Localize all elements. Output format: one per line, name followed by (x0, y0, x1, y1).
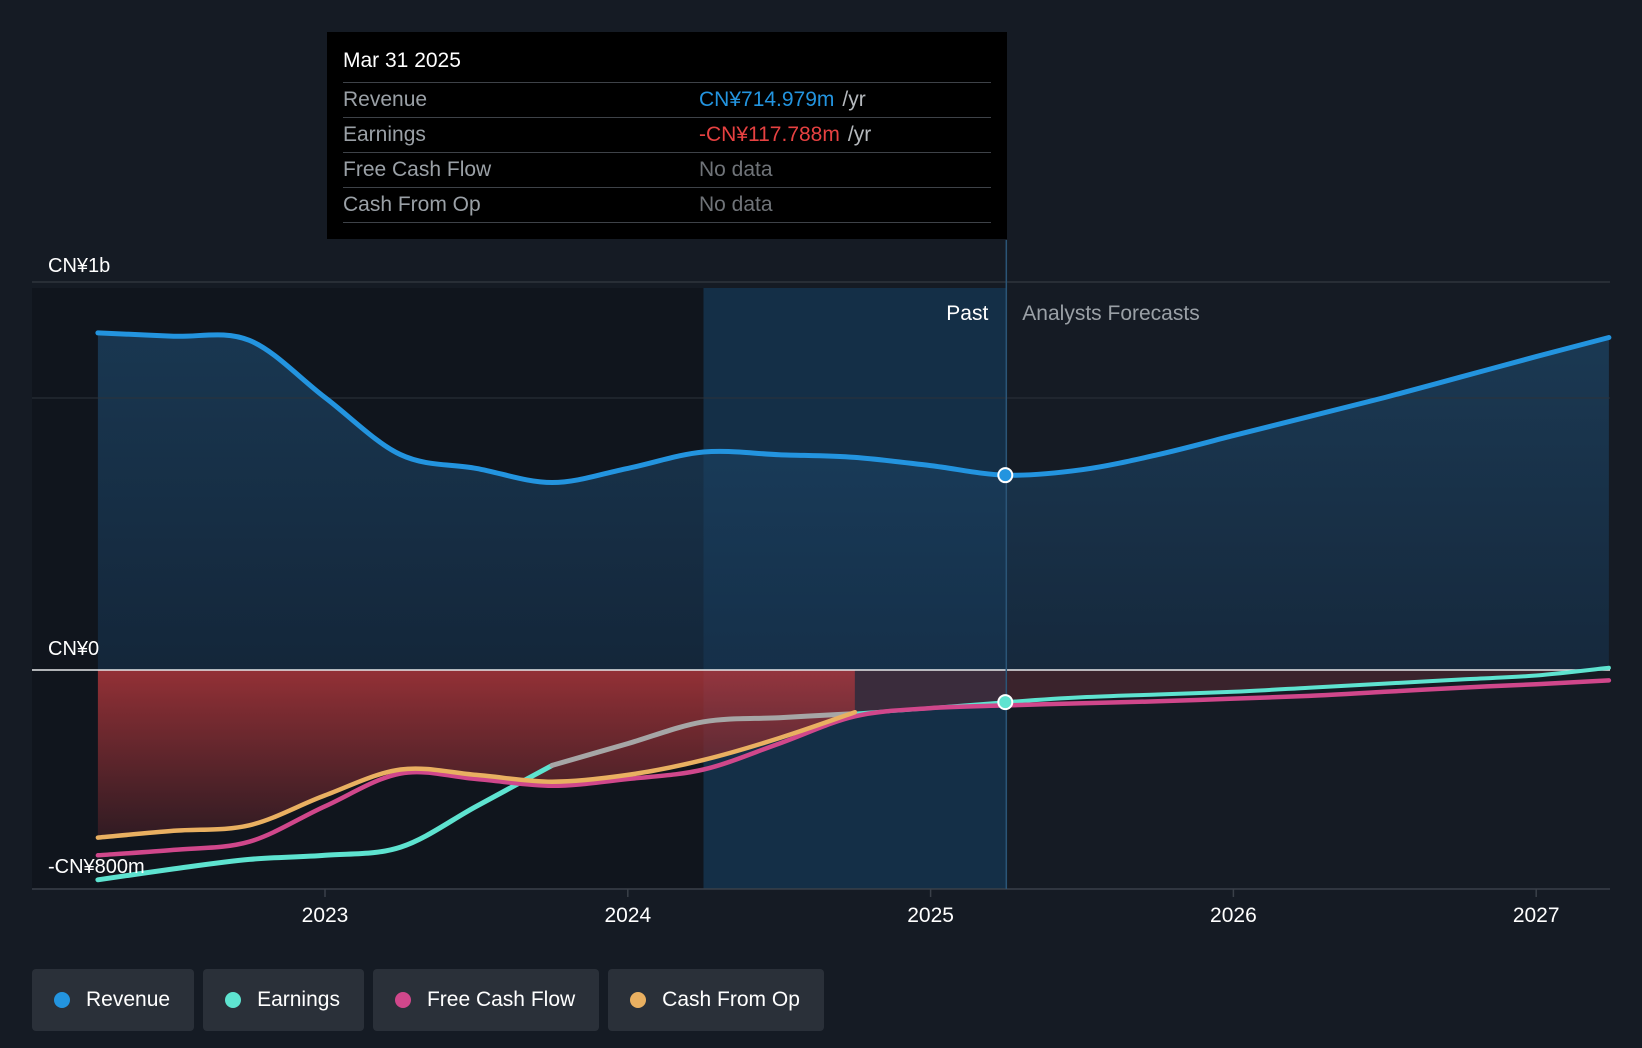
tooltip-unit: /yr (847, 123, 872, 146)
tooltip-row-free-cash-flow: Free Cash Flow No data (343, 152, 991, 187)
legend-item-free-cash-flow[interactable]: Free Cash Flow (372, 969, 600, 1031)
past-label: Past (946, 302, 988, 325)
revenue-marker (997, 467, 1014, 484)
tooltip-label: Free Cash Flow (343, 158, 492, 181)
x-tick-label: 2026 (1210, 904, 1257, 927)
tooltip-date: Mar 31 2025 (343, 49, 461, 72)
forecast-label: Analysts Forecasts (1022, 302, 1199, 325)
tooltip-label: Earnings (343, 123, 426, 146)
tooltip-row-revenue: Revenue CN¥714.979m /yr (343, 82, 991, 117)
tooltip-value: No data (699, 158, 773, 181)
x-tick-label: 2025 (907, 904, 954, 927)
cash-from-op-dot-icon (630, 992, 647, 1008)
y-axis-label: CN¥1b (48, 255, 110, 277)
earnings-line-mid (549, 711, 858, 768)
revenue-line (95, 330, 1612, 486)
tooltip-row-cash-from-op: Cash From Op No data (343, 187, 991, 223)
revenue-area (97, 332, 1609, 670)
tooltip-value: No data (699, 193, 773, 216)
x-tick-label: 2024 (604, 904, 651, 927)
legend-label: Free Cash Flow (426, 988, 576, 1011)
legend-item-revenue[interactable]: Revenue (32, 969, 195, 1031)
earnings-dot-icon (225, 992, 242, 1008)
legend-label: Cash From Op (662, 988, 800, 1011)
legend-label: Earnings (257, 988, 340, 1011)
loss-area (97, 670, 855, 838)
legend-item-cash-from-op[interactable]: Cash From Op (608, 969, 824, 1031)
tooltip-value: CN¥714.979m (699, 88, 835, 111)
tooltip-value: -CN¥117.788m (699, 123, 840, 146)
earnings-marker (997, 694, 1014, 711)
tooltip: Mar 31 2025 Revenue CN¥714.979m /yr Earn… (327, 32, 1007, 239)
tooltip-row-earnings: Earnings -CN¥117.788m /yr (343, 117, 991, 152)
legend-label: Revenue (86, 988, 171, 1011)
legend-item-earnings[interactable]: Earnings (203, 969, 364, 1031)
tooltip-label: Cash From Op (343, 193, 481, 216)
y-axis-label: -CN¥800m (48, 856, 145, 878)
earnings-line-early (95, 762, 555, 883)
free-cash-flow-line (95, 678, 1612, 858)
revenue-dot-icon (54, 992, 70, 1008)
x-tick-label: 2027 (1513, 904, 1560, 927)
tooltip-unit: /yr (842, 88, 866, 111)
tooltip-label: Revenue (343, 88, 428, 111)
free-cash-flow-dot-icon (394, 992, 411, 1008)
y-axis-label: CN¥0 (48, 638, 99, 660)
x-tick-label: 2023 (302, 904, 349, 927)
legend: Revenue Earnings Free Cash Flow Cash Fro… (32, 969, 824, 1031)
cash-from-op-line (95, 709, 858, 840)
